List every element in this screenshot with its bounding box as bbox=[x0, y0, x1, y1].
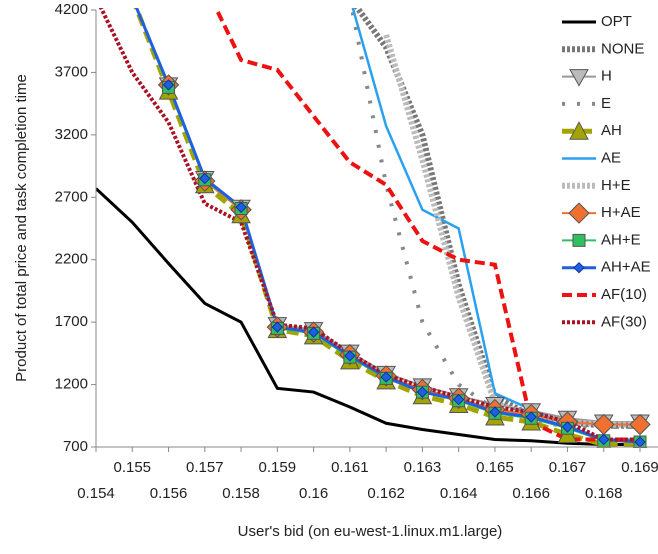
y-tick-label: 4200 bbox=[55, 1, 88, 18]
marker bbox=[416, 386, 429, 398]
marker bbox=[489, 406, 501, 418]
x-tick-label: 0.161 bbox=[331, 459, 369, 476]
marker bbox=[307, 326, 320, 338]
y-tick-label: 3200 bbox=[55, 126, 88, 143]
series-line bbox=[96, 187, 640, 447]
marker bbox=[199, 172, 211, 185]
series-line bbox=[383, 34, 640, 428]
legend: OPT NONE HE AH AE H+E H+AE AH+E AH+AE AF(10) AF(30… bbox=[562, 13, 651, 330]
legend-label: AH+E bbox=[601, 231, 641, 248]
legend-label: NONE bbox=[601, 40, 644, 57]
y-tick-label: 700 bbox=[63, 438, 88, 455]
marker bbox=[380, 371, 392, 383]
marker bbox=[271, 321, 284, 333]
marker bbox=[573, 261, 585, 274]
x-tick-label: 0.162 bbox=[367, 485, 405, 502]
x-tick-label: 0.155 bbox=[113, 459, 151, 476]
legend-label: OPT bbox=[601, 13, 632, 30]
marker bbox=[162, 79, 175, 91]
y-tick-label: 2200 bbox=[55, 251, 88, 268]
legend-label: AF(10) bbox=[601, 286, 647, 303]
legend-label: AH bbox=[601, 122, 622, 139]
x-tick-label: 0.159 bbox=[259, 459, 297, 476]
series-line bbox=[349, 8, 640, 430]
x-tick-label: 0.158 bbox=[222, 485, 260, 502]
marker bbox=[568, 202, 590, 224]
legend-label: AF(30) bbox=[601, 313, 647, 330]
series-line bbox=[353, 8, 640, 429]
legend-label: AH+AE bbox=[601, 259, 651, 276]
legend-label: E bbox=[601, 95, 611, 112]
series-line bbox=[167, 84, 640, 424]
x-tick-label: 0.154 bbox=[77, 485, 115, 502]
legend-label: AE bbox=[601, 149, 621, 166]
plot-area bbox=[96, 8, 651, 448]
x-tick-label: 0.156 bbox=[150, 485, 188, 502]
marker bbox=[452, 393, 465, 406]
x-tick-label: 0.168 bbox=[585, 485, 623, 502]
x-tick-label: 0.163 bbox=[404, 459, 442, 476]
x-tick-label: 0.157 bbox=[186, 459, 224, 476]
marker bbox=[235, 201, 247, 213]
marker bbox=[561, 421, 574, 433]
marker bbox=[572, 233, 586, 247]
y-tick-label: 1200 bbox=[55, 376, 88, 393]
legend-label: H+AE bbox=[601, 204, 641, 221]
x-tick-label: 0.169 bbox=[621, 459, 658, 476]
series-line bbox=[213, 8, 640, 442]
marker bbox=[344, 350, 356, 362]
legend-label: H bbox=[601, 68, 612, 85]
marker bbox=[629, 413, 651, 436]
marker bbox=[598, 433, 610, 446]
x-tick-label: 0.167 bbox=[549, 459, 587, 476]
x-tick-label: 0.166 bbox=[512, 485, 550, 502]
x-tick-label: 0.16 bbox=[299, 485, 328, 502]
x-axis-title: User's bid (on eu-west-1.linux.m1.large) bbox=[238, 523, 503, 540]
x-tick-label: 0.164 bbox=[440, 485, 478, 502]
x-tick-label: 0.165 bbox=[476, 459, 514, 476]
marker bbox=[569, 121, 589, 140]
y-axis-title: Product of total price and task completi… bbox=[13, 74, 30, 382]
y-tick-label: 3700 bbox=[55, 63, 88, 80]
legend-label: H+E bbox=[601, 177, 631, 194]
marker bbox=[569, 69, 589, 87]
y-tick-label: 2700 bbox=[55, 188, 88, 205]
y-tick-label: 1700 bbox=[55, 313, 88, 330]
marker bbox=[525, 411, 537, 423]
